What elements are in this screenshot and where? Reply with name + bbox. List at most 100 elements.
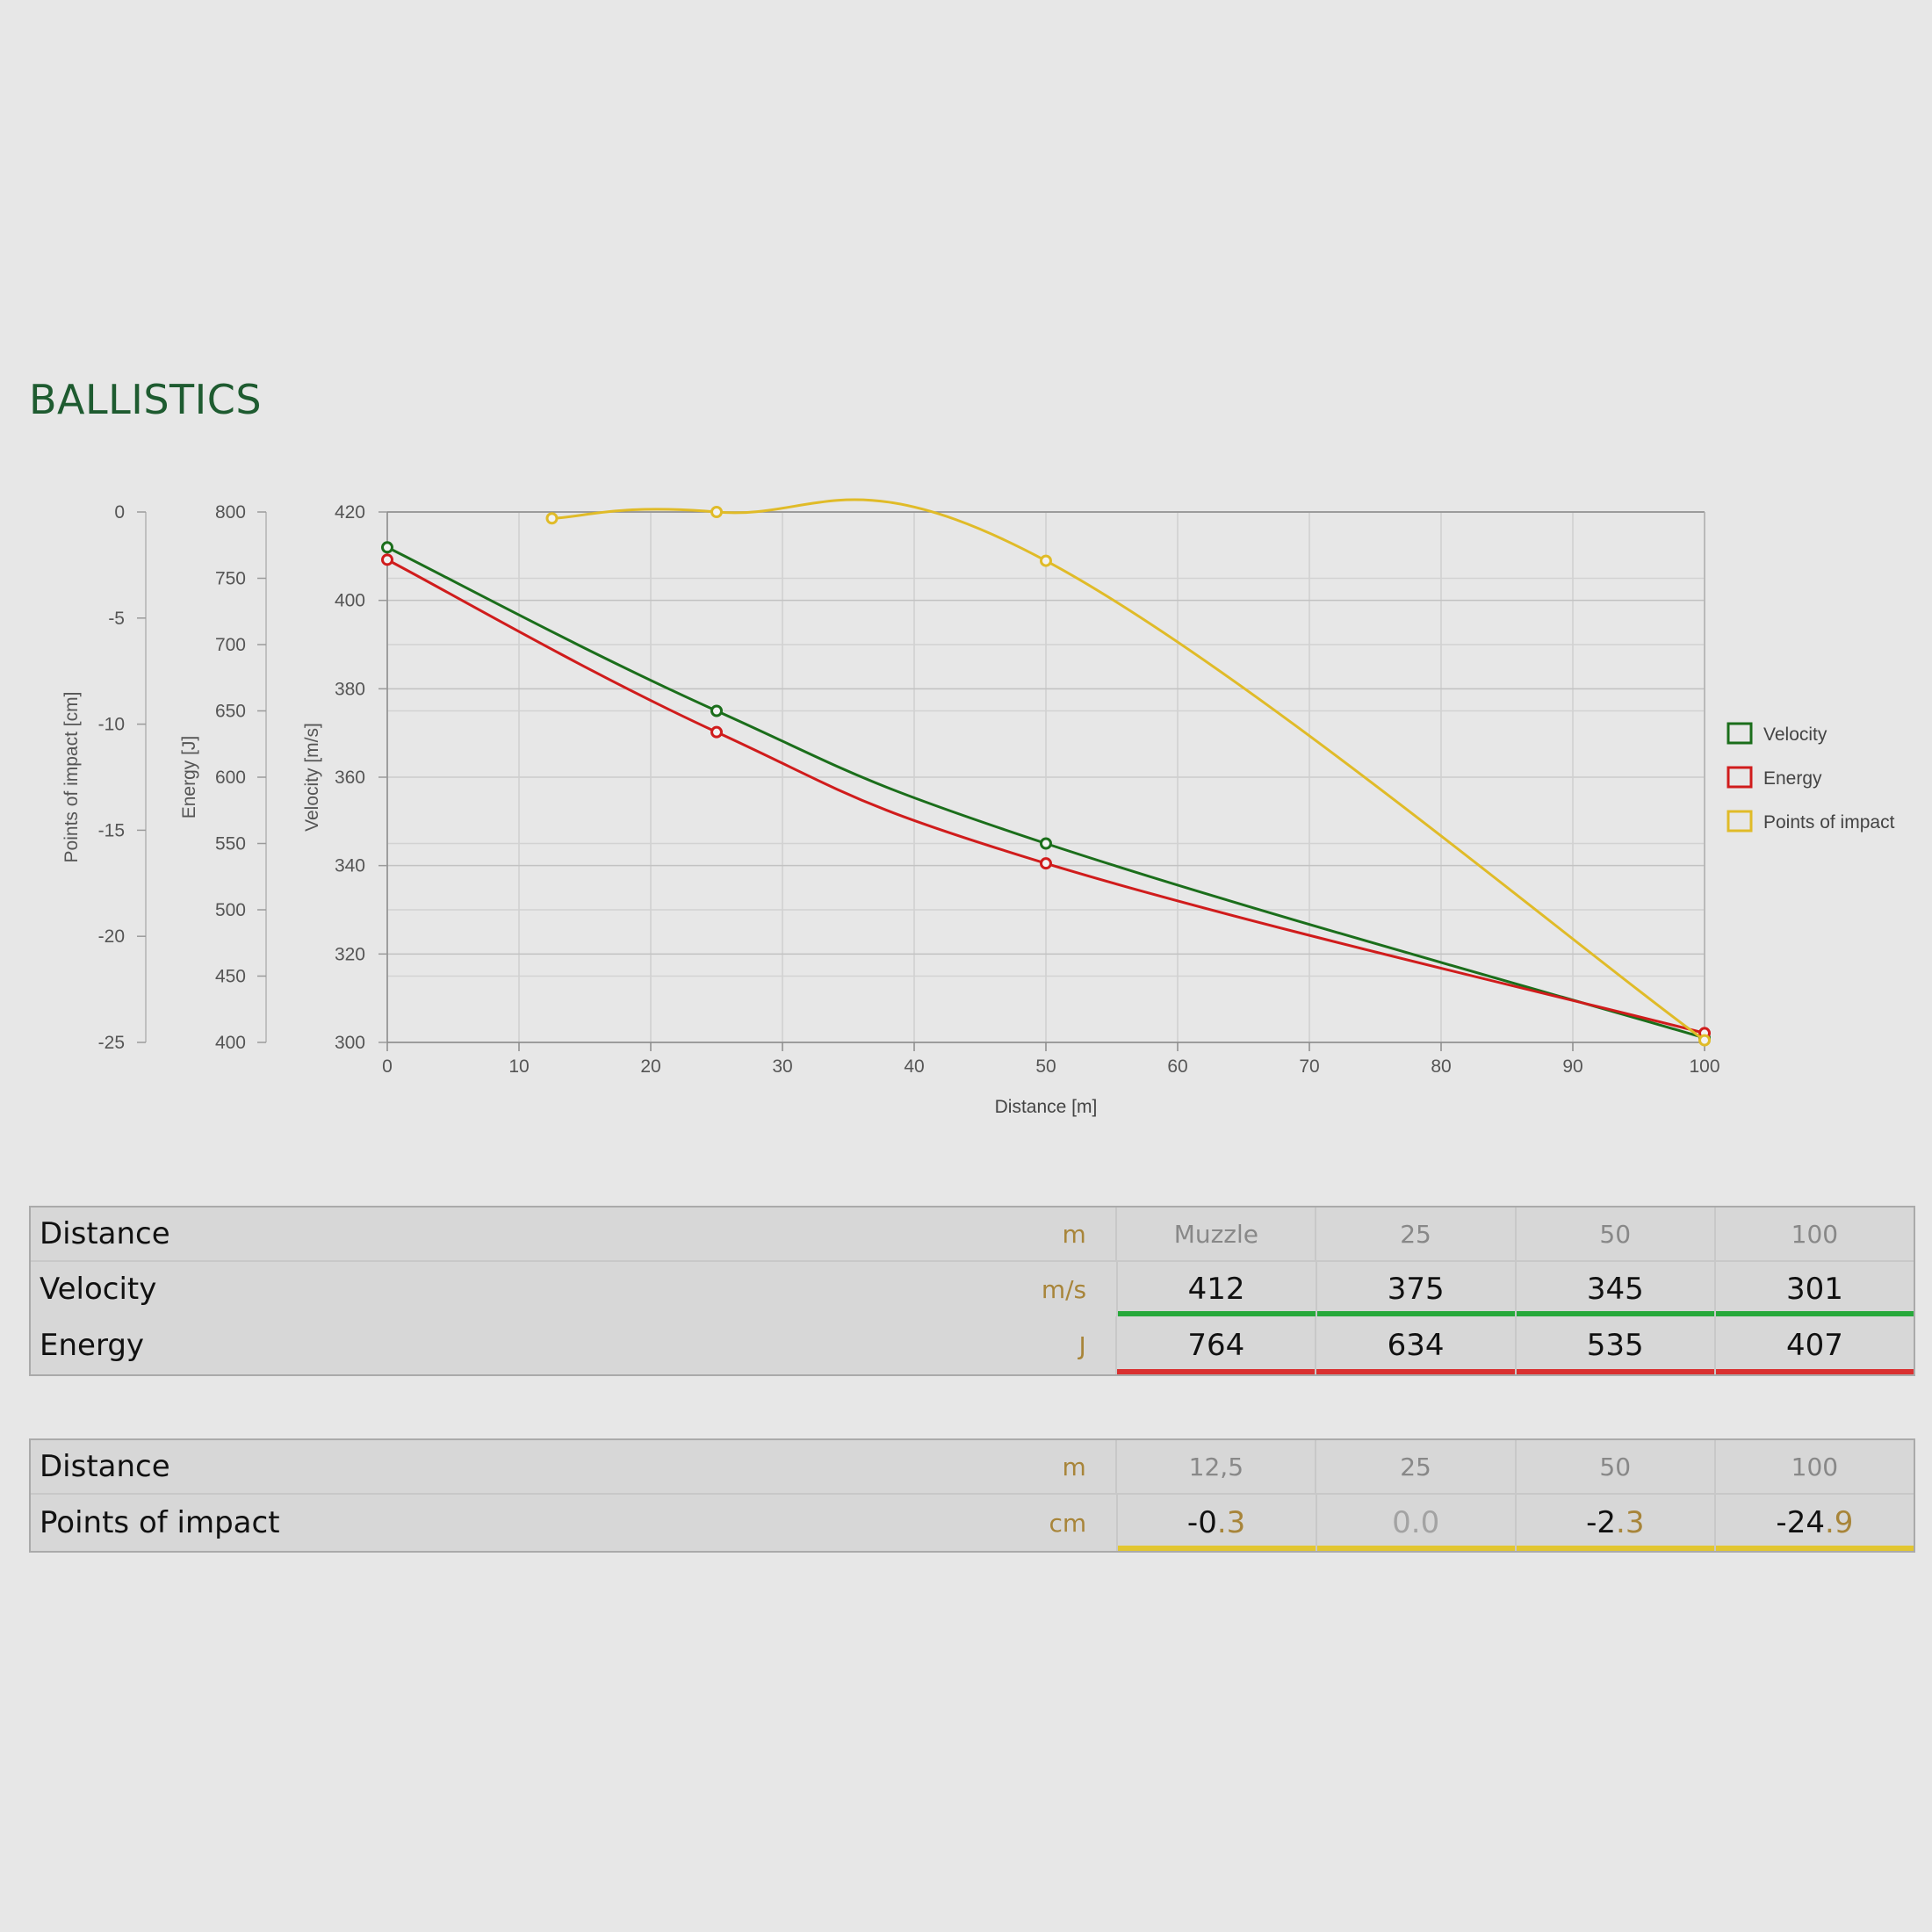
velocity-value: 375 <box>1315 1262 1515 1316</box>
poi-point <box>1698 1034 1711 1047</box>
chart-series <box>381 498 1711 1047</box>
velocity-legend-swatch <box>1727 722 1753 745</box>
distance-col: 25 <box>1315 1440 1514 1493</box>
x-tick-label: 20 <box>640 1056 660 1077</box>
poi-point <box>710 506 723 518</box>
energy-label: Energy <box>40 1328 145 1363</box>
distance-label: Distance <box>40 1216 170 1251</box>
energy-row: Energy J 764 634 535 407 <box>31 1316 1914 1374</box>
energy-line <box>386 559 1705 1034</box>
velocity-tick-label: 340 <box>335 856 365 876</box>
poi-value: -2.3 <box>1514 1495 1714 1551</box>
distance-col: 100 <box>1713 1440 1914 1493</box>
table-header-row: Distance m 12,5 25 50 100 <box>31 1440 1914 1493</box>
velocity-point <box>710 704 723 717</box>
poi-tick-label: -15 <box>98 820 125 840</box>
energy-axis-label: Energy [J] <box>179 736 199 819</box>
poi-value: -24.9 <box>1713 1495 1914 1551</box>
energy-point <box>381 553 393 566</box>
poi-value: 0.0 <box>1315 1495 1515 1551</box>
x-axis-label: Distance [m] <box>995 1097 1098 1117</box>
energy-tick-label: 500 <box>215 900 246 920</box>
poi-point <box>545 512 559 525</box>
velocity-tick-label: 400 <box>335 591 365 611</box>
x-tick-label: 10 <box>508 1056 529 1077</box>
velocity-tick-label: 380 <box>335 679 365 699</box>
chart-grid <box>386 511 1705 1043</box>
x-tick-label: 90 <box>1562 1056 1582 1077</box>
ballistics-chart: 0 10 20 30 40 50 60 70 80 90 100 Distance [m] 300 320… <box>61 498 1895 1117</box>
energy-legend-swatch <box>1727 766 1753 789</box>
legend-item-poi[interactable]: Points of impact <box>1727 810 1895 833</box>
poi-tick-label: 0 <box>114 502 125 523</box>
velocity-line <box>386 545 1705 1040</box>
distance-unit: m <box>1062 1452 1086 1481</box>
energy-value: 535 <box>1514 1316 1714 1374</box>
energy-tick-label: 600 <box>215 768 246 788</box>
energy-value: 634 <box>1315 1316 1515 1374</box>
x-tick-label: 30 <box>772 1056 792 1077</box>
poi-row: Points of impact cm -0.3 0.0 -2.3 -24.9 <box>31 1493 1914 1551</box>
distance-unit: m <box>1062 1219 1086 1249</box>
poi-axis-label: Points of impact [cm] <box>61 692 82 863</box>
poi-tick-label: -20 <box>98 926 125 947</box>
poi-tick-label: -5 <box>108 609 125 629</box>
poi-tick-label: -25 <box>98 1033 125 1053</box>
x-tick-label: 60 <box>1167 1056 1187 1077</box>
velocity-value: 345 <box>1514 1262 1714 1316</box>
energy-tick-label: 700 <box>215 635 246 655</box>
legend-item-velocity[interactable]: Velocity <box>1727 722 1827 745</box>
x-tick-label: 80 <box>1431 1056 1451 1077</box>
chart-axes: 0 10 20 30 40 50 60 70 80 90 100 Distance [m] 300 320… <box>61 502 1720 1117</box>
energy-unit: J <box>1078 1330 1086 1360</box>
velocity-unit: m/s <box>1041 1274 1087 1304</box>
distance-col: 100 <box>1713 1208 1914 1260</box>
poi-point <box>1040 554 1052 567</box>
energy-value: 407 <box>1713 1316 1914 1374</box>
x-tick-label: 100 <box>1689 1056 1719 1077</box>
distance-col: 50 <box>1514 1440 1714 1493</box>
velocity-energy-table: Distance m Muzzle 25 50 100 Velocity m/s… <box>29 1206 1915 1376</box>
energy-tick-label: 750 <box>215 569 246 589</box>
velocity-point <box>381 541 393 554</box>
distance-col: 12,5 <box>1115 1440 1315 1493</box>
velocity-legend-label: Velocity <box>1763 724 1827 745</box>
energy-tick-label: 650 <box>215 702 246 722</box>
distance-col: Muzzle <box>1115 1208 1315 1260</box>
velocity-tick-label: 320 <box>335 944 365 964</box>
poi-label: Points of impact <box>40 1505 280 1540</box>
chart-legend[interactable]: Velocity Energy Points of impact <box>1727 722 1895 833</box>
energy-tick-label: 800 <box>215 502 246 523</box>
page-title: BALLISTICS <box>29 376 263 423</box>
x-tick-label: 0 <box>382 1056 393 1077</box>
energy-point <box>1040 857 1052 870</box>
velocity-tick-label: 300 <box>335 1033 365 1053</box>
points-of-impact-table: Distance m 12,5 25 50 100 Points of impa… <box>29 1438 1915 1553</box>
velocity-value: 301 <box>1713 1262 1914 1316</box>
velocity-label: Velocity <box>40 1272 157 1307</box>
poi-unit: cm <box>1049 1508 1087 1538</box>
energy-tick-label: 450 <box>215 967 246 987</box>
energy-point <box>710 725 723 739</box>
x-tick-label: 40 <box>904 1056 924 1077</box>
energy-tick-label: 400 <box>215 1033 246 1053</box>
distance-col: 50 <box>1514 1208 1714 1260</box>
velocity-tick-label: 420 <box>335 502 365 523</box>
velocity-point <box>1040 837 1052 850</box>
distance-col: 25 <box>1315 1208 1514 1260</box>
velocity-axis-label: Velocity [m/s] <box>302 723 322 832</box>
poi-legend-swatch <box>1727 810 1753 833</box>
energy-tick-label: 550 <box>215 834 246 854</box>
x-tick-label: 50 <box>1035 1056 1056 1077</box>
legend-item-energy[interactable]: Energy <box>1727 766 1822 789</box>
velocity-row: Velocity m/s 412 375 345 301 <box>31 1260 1914 1316</box>
poi-value: -0.3 <box>1115 1495 1316 1551</box>
poi-line <box>551 498 1705 1042</box>
velocity-tick-label: 360 <box>335 768 365 788</box>
poi-tick-label: -10 <box>98 715 125 735</box>
energy-value: 764 <box>1115 1316 1316 1374</box>
energy-legend-label: Energy <box>1763 768 1822 789</box>
table-header-row: Distance m Muzzle 25 50 100 <box>31 1208 1914 1260</box>
x-tick-label: 70 <box>1299 1056 1319 1077</box>
distance-label: Distance <box>40 1449 170 1484</box>
